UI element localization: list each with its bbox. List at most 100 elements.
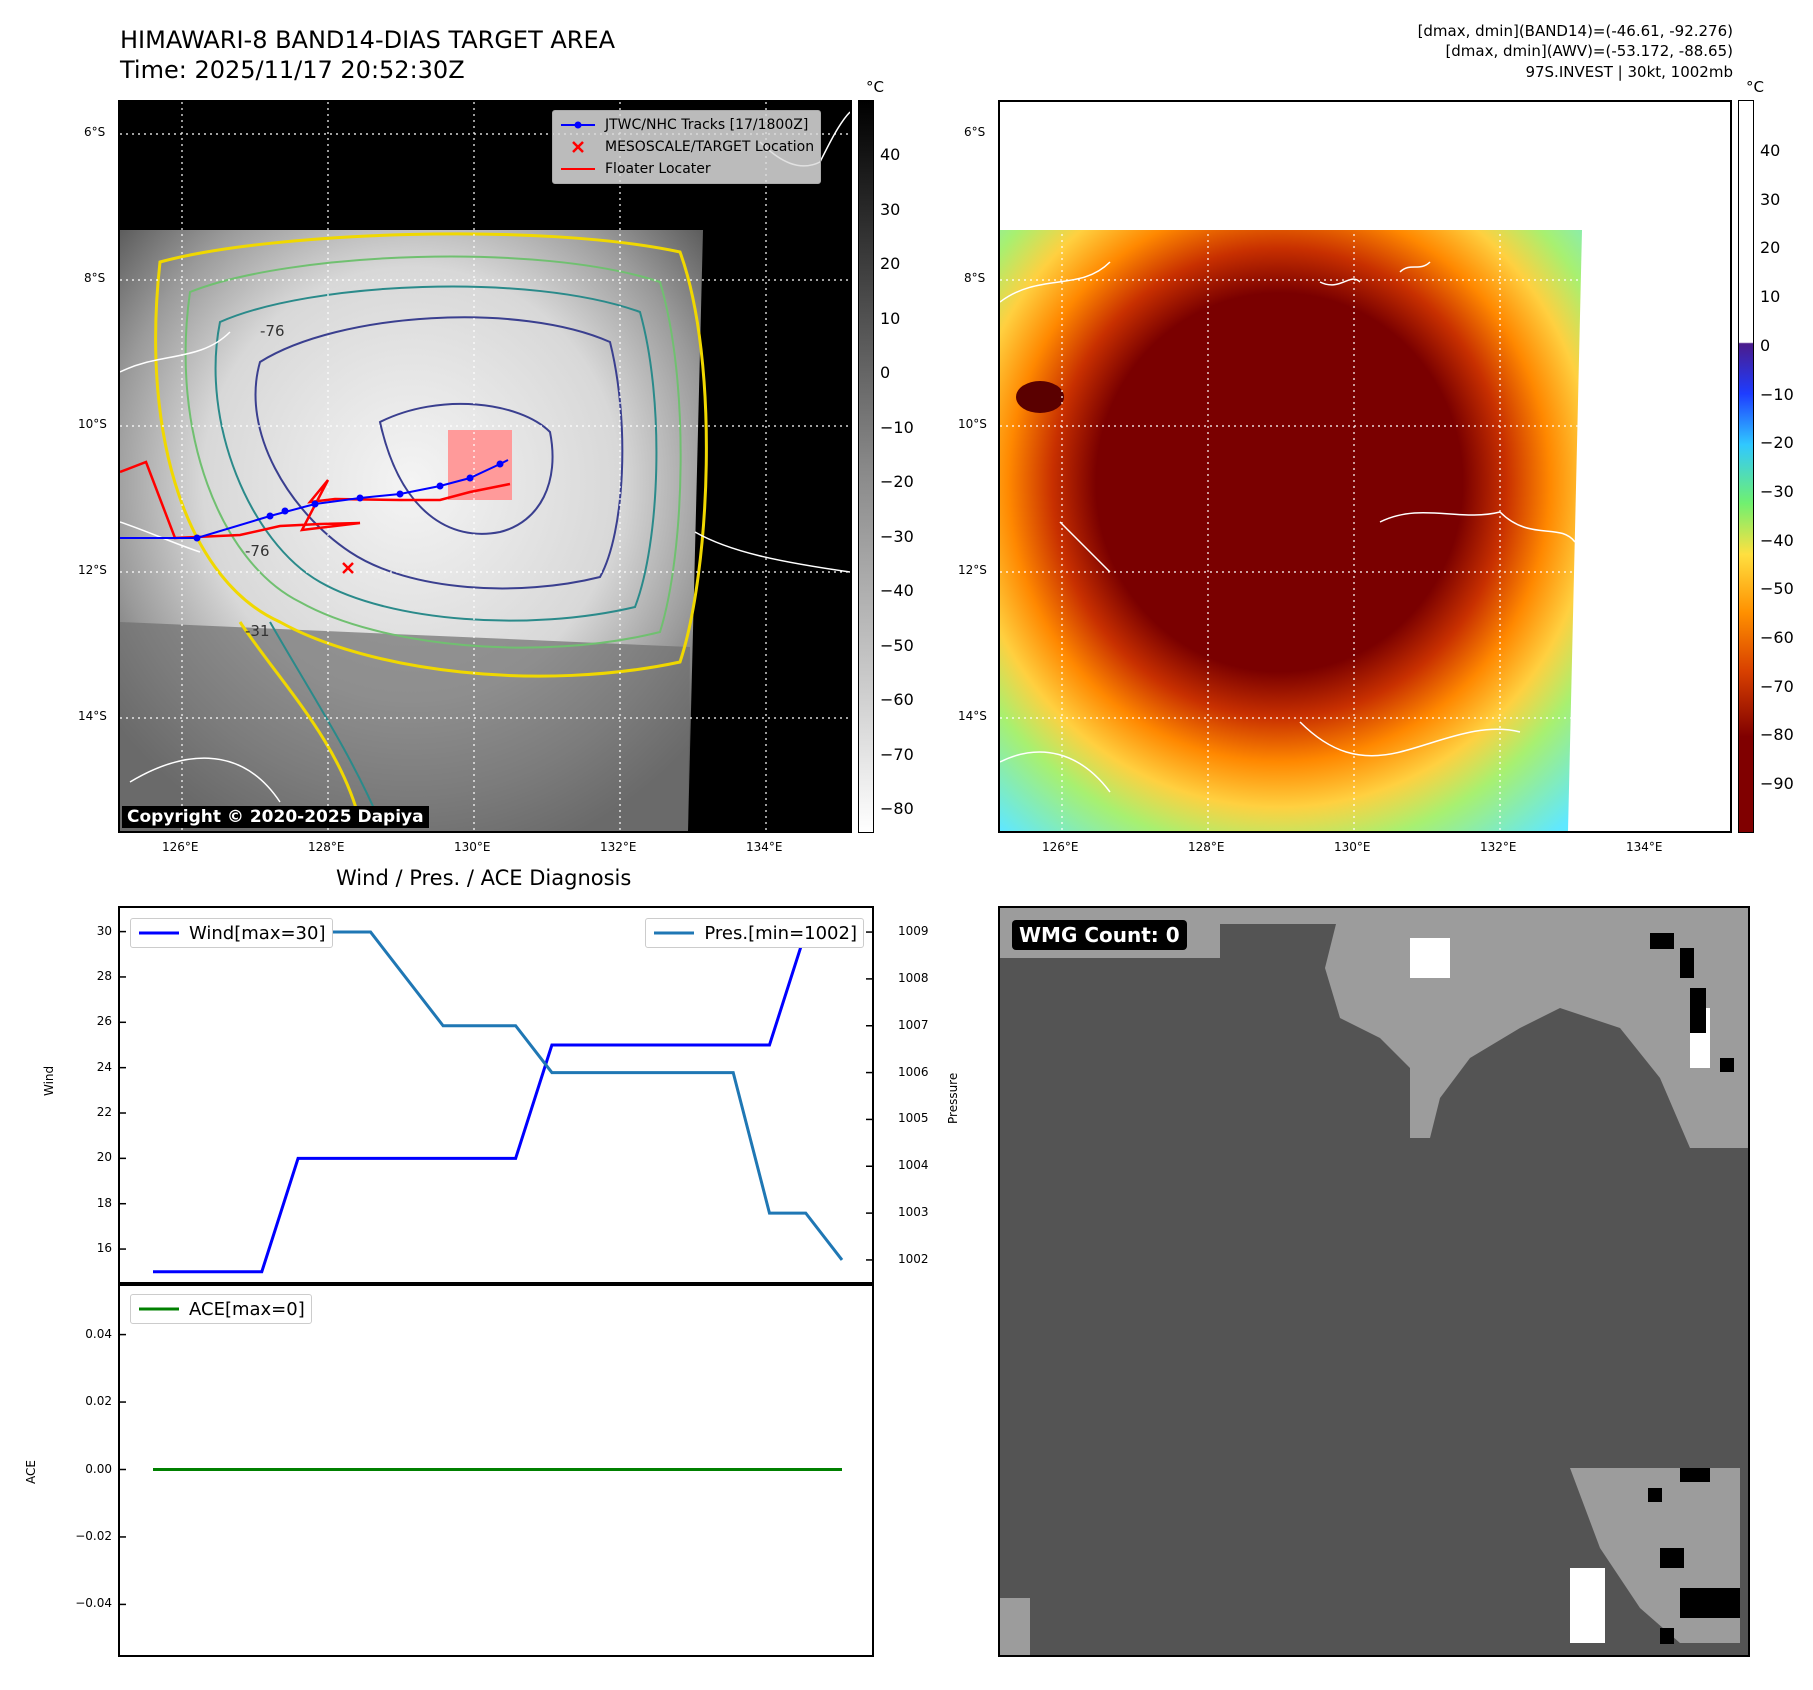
axis-tick-label: 1004 — [898, 1158, 929, 1173]
contour-label: -31 — [245, 622, 270, 640]
awv-map-panel — [998, 100, 1732, 833]
lat-tick: 12°S — [958, 563, 987, 577]
lat-tick: 10°S — [78, 417, 107, 431]
contour-label: -76 — [245, 542, 270, 560]
colorbar-tick: −50 — [880, 635, 914, 655]
ir-colorbar-unit: °C — [866, 78, 884, 96]
colorbar-tick: −90 — [1760, 774, 1794, 794]
axis-tick-label: 0.00 — [85, 1461, 112, 1476]
lon-tick: 130°E — [454, 840, 491, 854]
colorbar-tick: 30 — [1760, 189, 1781, 209]
colorbar-tick: 40 — [880, 145, 901, 164]
legend-target: MESOSCALE/TARGET Location — [559, 136, 814, 158]
colorbar-tick: 40 — [1760, 141, 1781, 160]
axis-tick-label: 1009 — [898, 924, 929, 939]
wind-pressure-panel: Wind[max=30] Pres.[min=1002] — [118, 906, 874, 1286]
contour-label: -76 — [260, 322, 285, 340]
lat-tick: 14°S — [78, 709, 107, 723]
copyright-label: Copyright © 2020-2025 Dapiya — [122, 806, 429, 828]
lat-tick: 8°S — [964, 271, 986, 285]
colorbar-tick: 30 — [880, 199, 901, 219]
awv-map-image — [1000, 102, 1730, 831]
axis-tick-label: 1003 — [898, 1205, 929, 1220]
wmg-image — [1000, 908, 1748, 1655]
wind-legend: Wind[max=30] — [130, 918, 333, 948]
axis-tick-label: 1005 — [898, 1111, 929, 1126]
colorbar-tick: −30 — [880, 526, 914, 546]
pressure-ylabel: Pressure — [946, 1072, 960, 1124]
ir-map-image — [120, 102, 850, 831]
pressure-line — [153, 930, 844, 1261]
axis-tick-label: 18 — [96, 1195, 112, 1210]
colorbar-tick: 10 — [880, 308, 901, 328]
colorbar-tick: 0 — [1760, 335, 1771, 355]
lat-tick: 6°S — [964, 125, 986, 139]
lon-tick: 132°E — [1480, 840, 1517, 854]
colorbar-tick: 20 — [1760, 238, 1781, 258]
colorbar-tick: −70 — [880, 744, 914, 764]
figure-time: Time: 2025/11/17 20:52:30Z — [120, 56, 465, 84]
lat-tick: 14°S — [958, 709, 987, 723]
lon-tick: 134°E — [746, 840, 783, 854]
colorbar-tick: −10 — [1760, 384, 1794, 404]
colorbar-tick: −80 — [1760, 725, 1794, 745]
axis-tick-label: 1008 — [898, 970, 929, 985]
awv-minmax: [dmax, dmin](AWV)=(-53.172, -88.65) — [1445, 42, 1733, 60]
axis-tick-label: 0.02 — [85, 1394, 112, 1409]
lon-tick: 128°E — [308, 840, 345, 854]
axis-tick-label: 0.04 — [85, 1326, 112, 1341]
ace-panel: ACE[max=0] — [118, 1282, 874, 1657]
wind-ylabel: Wind — [42, 1065, 56, 1096]
ir-colorbar — [858, 100, 874, 833]
colorbar-tick: 20 — [880, 254, 901, 273]
colorbar-tick: −80 — [880, 799, 914, 818]
awv-colorbar-unit: °C — [1746, 78, 1764, 96]
colorbar-tick: −40 — [1760, 530, 1794, 550]
axis-tick-label: 1006 — [898, 1064, 929, 1079]
lon-tick: 134°E — [1626, 840, 1663, 854]
wind-line — [153, 930, 842, 1274]
lon-tick: 128°E — [1188, 840, 1225, 854]
colorbar-tick: −20 — [880, 472, 914, 491]
figure-title: HIMAWARI-8 BAND14-DIAS TARGET AREA — [120, 26, 616, 54]
colorbar-tick: 0 — [880, 363, 891, 382]
axis-tick-label: 22 — [96, 1105, 112, 1119]
pressure-legend: Pres.[min=1002] — [645, 918, 864, 948]
diagnosis-title: Wind / Pres. / ACE Diagnosis — [336, 866, 632, 890]
legend-floater: Floater Locater — [561, 161, 711, 177]
axis-tick-label: 28 — [96, 968, 112, 983]
lat-tick: 6°S — [84, 125, 106, 139]
axis-tick-label: 30 — [96, 923, 112, 938]
colorbar-tick: −30 — [1760, 481, 1794, 501]
band14-minmax: [dmax, dmin](BAND14)=(-46.61, -92.276) — [1417, 22, 1733, 40]
colorbar-tick: −70 — [1760, 676, 1794, 696]
wmg-count-label: WMG Count: 0 — [1012, 920, 1187, 950]
colorbar-tick: −20 — [1760, 433, 1794, 453]
lon-tick: 130°E — [1334, 840, 1371, 854]
colorbar-tick: −40 — [880, 581, 914, 600]
lon-tick: 132°E — [600, 840, 637, 854]
ace-plot — [120, 1333, 842, 1606]
ir-map-panel: -76 -76 -31 JTWC/NHC Tracks [17/1800Z] M… — [118, 100, 852, 833]
ace-legend: ACE[max=0] — [130, 1294, 312, 1324]
lon-tick: 126°E — [1042, 840, 1079, 854]
lat-tick: 12°S — [78, 563, 107, 577]
axis-tick-label: 24 — [96, 1059, 112, 1074]
lon-tick: 126°E — [162, 840, 199, 854]
colorbar-tick: −60 — [1760, 628, 1794, 647]
axis-tick-label: −0.04 — [75, 1596, 112, 1611]
axis-tick-label: 1002 — [898, 1251, 929, 1266]
storm-info: 97S.INVEST | 30kt, 1002mb — [1525, 63, 1733, 81]
wmg-panel: WMG Count: 0 — [998, 906, 1750, 1657]
axis-tick-label: −0.02 — [75, 1528, 112, 1543]
colorbar-tick: 10 — [1760, 287, 1781, 307]
axis-tick-label: 1007 — [898, 1017, 929, 1032]
wind-pressure-plot — [120, 930, 872, 1274]
axis-tick-label: 20 — [96, 1150, 112, 1165]
lat-tick: 8°S — [84, 271, 106, 285]
axis-tick-label: 26 — [96, 1014, 112, 1029]
ace-ylabel: ACE — [24, 1460, 38, 1484]
lat-tick: 10°S — [958, 417, 987, 431]
colorbar-tick: −60 — [880, 690, 914, 709]
colorbar-tick: −10 — [880, 417, 914, 437]
